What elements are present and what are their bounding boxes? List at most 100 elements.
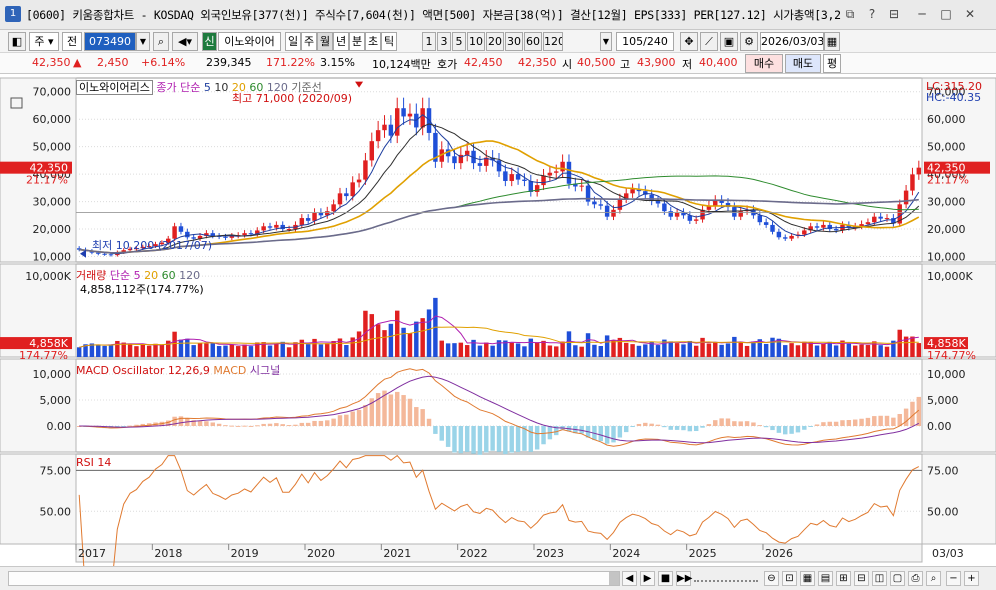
sell-button[interactable]: 매도 [785,54,821,73]
stop-button[interactable]: ■ [658,571,673,586]
volume-bar [166,340,171,357]
interval-button-30[interactable]: 30 [505,32,523,51]
volume-bar [191,345,196,357]
fast-forward-button[interactable]: ▶▶ [676,571,693,586]
date-field[interactable]: 2026/03/03 [760,32,824,51]
macd-osc-bar [662,426,667,428]
volume-bar [426,309,432,357]
maximize-icon[interactable]: □ [940,7,952,21]
macd-osc-bar [763,426,769,428]
data-count-field[interactable]: 105/240 [616,32,674,51]
volume-bar [172,331,177,357]
macd-osc-bar [636,423,642,426]
macd-osc-bar [623,426,629,433]
interval-button-20[interactable]: 20 [486,32,504,51]
macd-osc-bar [350,411,355,426]
print-icon[interactable]: ⎙ [908,571,923,586]
price-tick-right: 10,000 [927,251,966,264]
fit-icon[interactable]: ⊡ [782,571,797,586]
split-icon[interactable]: ◫ [872,571,887,586]
macd-osc-bar [344,414,349,426]
candle-body [573,183,578,187]
interval-button-10[interactable]: 10 [467,32,485,51]
volume-bar [852,345,858,357]
candle-body [636,189,642,192]
chart-area[interactable]: 70,000 70,000 60,000 60,000 50,000 50,000 40,0… [0,74,996,572]
search-icon[interactable]: ⌕ [153,32,169,51]
period-tab-1[interactable]: 주 [301,32,317,51]
expand-button[interactable]: + [964,571,979,586]
volume-bar [178,339,184,357]
period-tab-6[interactable]: 틱 [381,32,397,51]
crosshair-icon[interactable]: ✥ [680,32,698,51]
compare-icon[interactable]: ⊞ [836,571,851,586]
ma-title: 종가 단순 [156,81,201,94]
candle-body [700,209,705,220]
help-icon[interactable]: ? [868,7,876,21]
next-button[interactable]: ▶ [640,571,655,586]
volume-bar [725,343,731,357]
period-tab-2[interactable]: 월 [317,32,333,51]
grid-icon[interactable]: ▦ [800,571,815,586]
horizontal-scrollbar[interactable] [8,571,620,586]
volume-bar [490,345,495,357]
interval-button-1[interactable]: 1 [422,32,436,51]
volume-tick-left: 10,000K [25,270,71,283]
zoom-icon[interactable]: ⌕ [926,571,941,586]
menu-icon[interactable]: ⊟ [888,7,900,21]
macd-osc-bar [356,409,362,426]
candle-body [439,149,444,162]
period-tab-5[interactable]: 초 [365,32,381,51]
volume-bar [814,345,820,357]
minimize-icon[interactable]: ─ [918,7,926,21]
period-tab-4[interactable]: 분 [349,32,365,51]
overlay-icon[interactable]: ⊟ [854,571,869,586]
macd-osc-bar [916,396,922,426]
chart-settings-icon[interactable]: ◧ [8,32,26,51]
macd-osc-bar [598,426,604,442]
macd-osc-bar [471,426,476,454]
stock-label: 이노와이어리스 [76,80,153,95]
stock-code-input[interactable]: 073490 [84,32,136,51]
macd-osc-bar [178,416,184,426]
hc-value: HC:-40.35 [926,91,982,104]
collapse-button[interactable]: − [946,571,961,586]
macd-osc-bar [325,420,330,426]
period-tab-0[interactable]: 일 [285,32,301,51]
interval-button-3[interactable]: 3 [437,32,451,51]
zoom-out-icon[interactable]: ⊖ [764,571,779,586]
buy-button[interactable]: 매수 [745,54,783,73]
rsi-tick-right: 75.00 [927,464,959,477]
eval-button[interactable]: 평 [823,54,841,73]
save-icon[interactable]: ▣ [720,32,738,51]
zoom-slider[interactable] [694,574,758,582]
interval-dropdown-icon[interactable]: ▼ [600,32,612,51]
macd-osc-bar [725,418,731,426]
window-icon[interactable]: ▢ [890,571,905,586]
code-dropdown-icon[interactable]: ▼ [136,32,150,51]
volume-bar [681,344,686,357]
stock-name-field[interactable]: 이노와이어 [218,32,281,51]
prev-button[interactable]: ◀ [622,571,637,586]
volume-bar [573,345,578,357]
restore-icon[interactable]: ⧉ [845,7,855,21]
ma120-line [79,197,919,254]
close-icon[interactable]: ✕ [964,7,976,21]
scrollbar-thumb[interactable] [609,572,619,585]
gear-icon[interactable]: ⚙ [740,32,758,51]
interval-button-5[interactable]: 5 [452,32,466,51]
layout-icon[interactable]: ▤ [818,571,833,586]
period-tab-3[interactable]: 년 [333,32,349,51]
volume-bar [108,345,114,357]
volume-bar [802,341,807,357]
interval-button-120[interactable]: 120 [543,32,563,51]
macd-osc-bar [668,426,673,430]
calendar-icon[interactable]: ▦ [824,32,840,51]
trend-tool-icon[interactable]: ⟋ [700,32,718,51]
interval-button-60[interactable]: 60 [524,32,542,51]
sound-icon[interactable]: ◀▾ [172,32,198,51]
period-type-select[interactable]: 전 [62,32,82,51]
volume-bar [859,344,864,357]
market-type-select[interactable]: 주 ▾ [29,32,59,51]
